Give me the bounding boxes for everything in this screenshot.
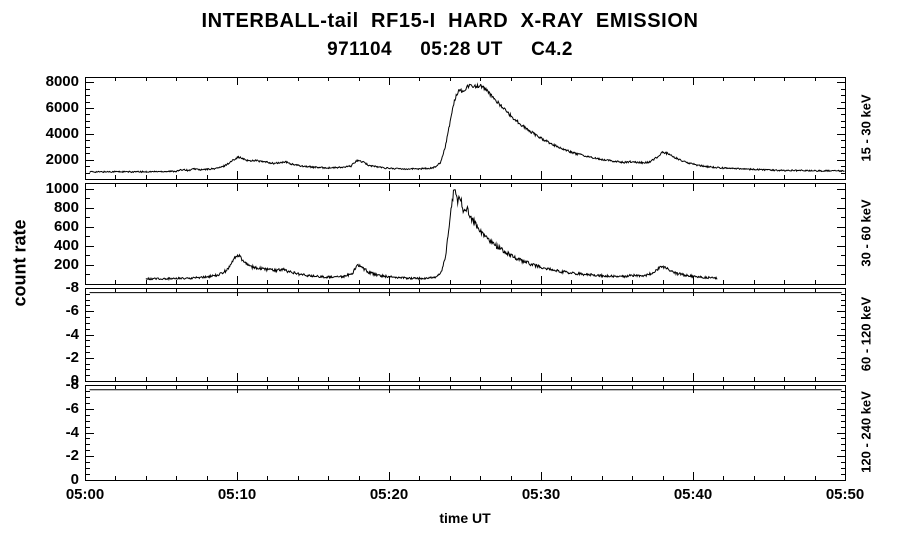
hard-xray-emission-plot: INTERBALL-tail RF15-I HARD X-RAY EMISSIO… [0,0,900,548]
chart-canvas [0,0,900,548]
